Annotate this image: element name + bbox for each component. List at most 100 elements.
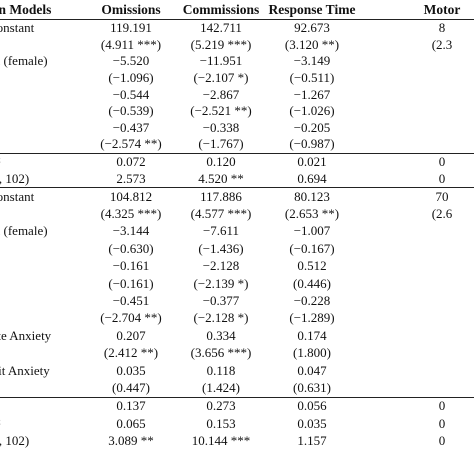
row-label: Constant	[0, 188, 35, 204]
value-cell: −5.520	[112, 53, 150, 69]
row-label: R²	[0, 415, 86, 432]
value-cell: (3.120 **)	[284, 36, 340, 52]
row-label-blank	[0, 240, 86, 257]
table-row: rait Anxiety 0.035 0.118 0.047	[0, 362, 474, 379]
value-cell: 0.047	[297, 362, 327, 378]
value-cell: (−2.128 *)	[193, 310, 249, 326]
table-row: (4.911 ***) (5.219 ***) (3.120 **) (2.3	[0, 37, 474, 54]
value-cell: 0.207	[116, 327, 146, 343]
row-label-blank	[0, 70, 86, 87]
table-row: Constant 119.191 142.711 92.673 8	[0, 20, 474, 37]
blank-cell	[358, 344, 474, 361]
value-cell: 119.191	[110, 20, 152, 36]
value-cell: −0.338	[202, 119, 240, 135]
table-row: R² 0.072 0.120 0.021 0	[0, 153, 474, 170]
row-label: tate Anxiety	[0, 327, 52, 343]
row-label: Q	[0, 120, 86, 137]
header-cell: Commissions	[176, 0, 266, 20]
value-cell: 0.512	[297, 258, 327, 274]
table-row: ² 0.137 0.273 0.056 0	[0, 397, 474, 415]
blank-cell	[358, 53, 474, 70]
value-cell: (2.3	[431, 36, 453, 52]
value-cell: 70	[435, 188, 449, 204]
value-cell: (0.447)	[86, 379, 176, 398]
value-cell: 8	[438, 20, 446, 36]
table-row: Q −0.437 −0.338 −0.205	[0, 120, 474, 137]
value-cell: 0.021	[297, 154, 327, 170]
table-row: Q −0.451 −0.377 −0.228	[0, 292, 474, 309]
value-cell: (−2.574 **)	[86, 136, 176, 154]
value-cell: 80.123	[294, 188, 330, 204]
value-cell: (−0.987)	[266, 136, 358, 154]
table-row: ge −0.161 −2.128 0.512	[0, 258, 474, 275]
blank-cell	[358, 327, 474, 344]
value-cell: (−0.167)	[289, 240, 335, 256]
header-cell: Motor	[358, 0, 474, 20]
blank-cell	[358, 240, 474, 257]
value-cell: 0.137	[116, 398, 146, 414]
value-cell: 0.065	[116, 415, 146, 431]
row-label: ²	[0, 397, 86, 415]
value-cell: 0.035	[116, 362, 146, 378]
value-cell: 0	[438, 433, 446, 449]
value-cell: −0.451	[112, 292, 150, 308]
row-label-blank	[0, 310, 86, 327]
blank-cell	[358, 275, 474, 292]
blank-cell	[358, 86, 474, 103]
value-cell: 104.812	[109, 188, 153, 204]
blank-cell	[358, 120, 474, 137]
value-cell: −3.149	[293, 53, 331, 69]
value-cell: 0.056	[297, 398, 327, 414]
value-cell: (1.800)	[293, 345, 331, 361]
value-cell: 0.072	[116, 154, 146, 170]
value-cell: −7.611	[202, 223, 240, 239]
header-cell: Omissions	[86, 0, 176, 20]
value-cell: −2.128	[202, 258, 240, 274]
blank-cell	[358, 258, 474, 275]
table-row: (−2.704 **) (−2.128 *) (−1.289)	[0, 310, 474, 327]
value-cell: 0.118	[206, 362, 236, 378]
value-cell: (−2.139 *)	[193, 275, 249, 291]
value-cell: (−1.096)	[108, 70, 154, 86]
value-cell: 0.273	[206, 398, 236, 414]
table-row: (−0.630) (−1.436) (−0.167)	[0, 240, 474, 257]
value-cell: (−0.539)	[108, 103, 154, 119]
value-cell: 0.334	[206, 327, 236, 343]
row-label: Q	[0, 292, 86, 309]
value-cell: −3.144	[112, 223, 150, 239]
value-cell: 2.573	[86, 170, 176, 188]
row-label-blank	[0, 205, 86, 222]
value-cell: 117.886	[200, 188, 242, 204]
value-cell: 0	[438, 415, 446, 431]
value-cell: (1.424)	[176, 379, 266, 398]
value-cell: 0.694	[266, 170, 358, 188]
value-cell: (−2.521 **)	[190, 103, 252, 119]
row-label: ge	[0, 86, 86, 103]
value-cell: (−2.107 *)	[193, 70, 249, 86]
value-cell: (5.219 ***)	[190, 36, 252, 52]
value-cell: 0	[438, 154, 446, 170]
value-cell: −0.437	[112, 119, 150, 135]
value-cell: −11.951	[199, 53, 243, 69]
value-cell: 0.120	[206, 154, 236, 170]
value-cell: −0.228	[293, 292, 331, 308]
row-label-blank	[0, 37, 86, 54]
table-row: (−1.096) (−2.107 *) (−0.511)	[0, 70, 474, 87]
table-row: Constant 104.812 117.886 80.123 70	[0, 187, 474, 205]
row-label: ex (female)	[0, 223, 48, 239]
value-cell: 3.089 **	[108, 433, 154, 449]
value-cell: (0.446)	[293, 275, 331, 291]
value-cell: 142.711	[200, 20, 242, 36]
header-cell: Response Time	[266, 0, 358, 20]
table-row: (−2.574 **) (−1.767) (−0.987)	[0, 136, 474, 154]
value-cell: (0.631)	[266, 379, 358, 398]
value-cell: 0.035	[297, 415, 327, 431]
value-cell: (−1.436)	[198, 240, 244, 256]
value-cell: 1.157	[297, 433, 327, 449]
value-cell: (4.325 ***)	[100, 206, 162, 222]
blank-cell	[358, 379, 474, 398]
blank-cell	[358, 292, 474, 309]
table-row: tate Anxiety 0.207 0.334 0.174	[0, 327, 474, 344]
